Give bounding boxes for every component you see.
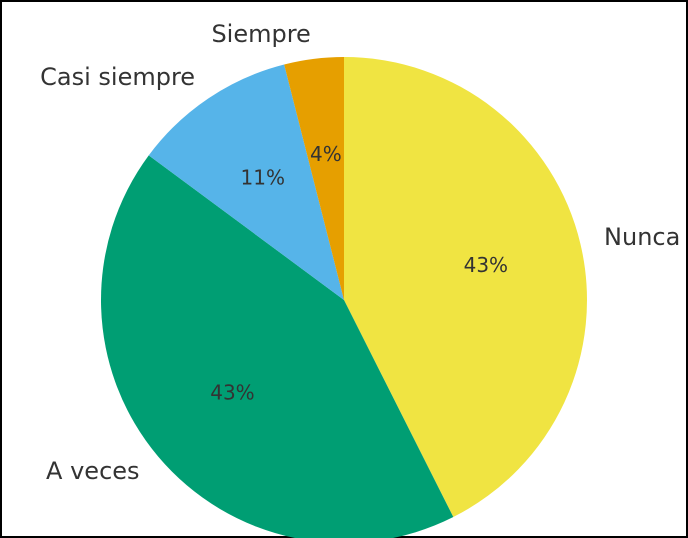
pie-slice (101, 155, 454, 538)
pct-label: 11% (241, 165, 285, 189)
slice-label: Casi siempre (40, 63, 195, 91)
pct-label: 43% (210, 380, 254, 404)
slice-label: Siempre (211, 20, 310, 48)
slice-label: Nunca (604, 223, 680, 251)
slice-label: A veces (46, 457, 139, 485)
pct-label: 43% (464, 253, 508, 277)
pie-slice (148, 64, 344, 300)
pie-slice (284, 57, 344, 300)
pie (101, 57, 587, 538)
pct-label: 4% (310, 142, 342, 166)
pie-slice (344, 57, 587, 518)
